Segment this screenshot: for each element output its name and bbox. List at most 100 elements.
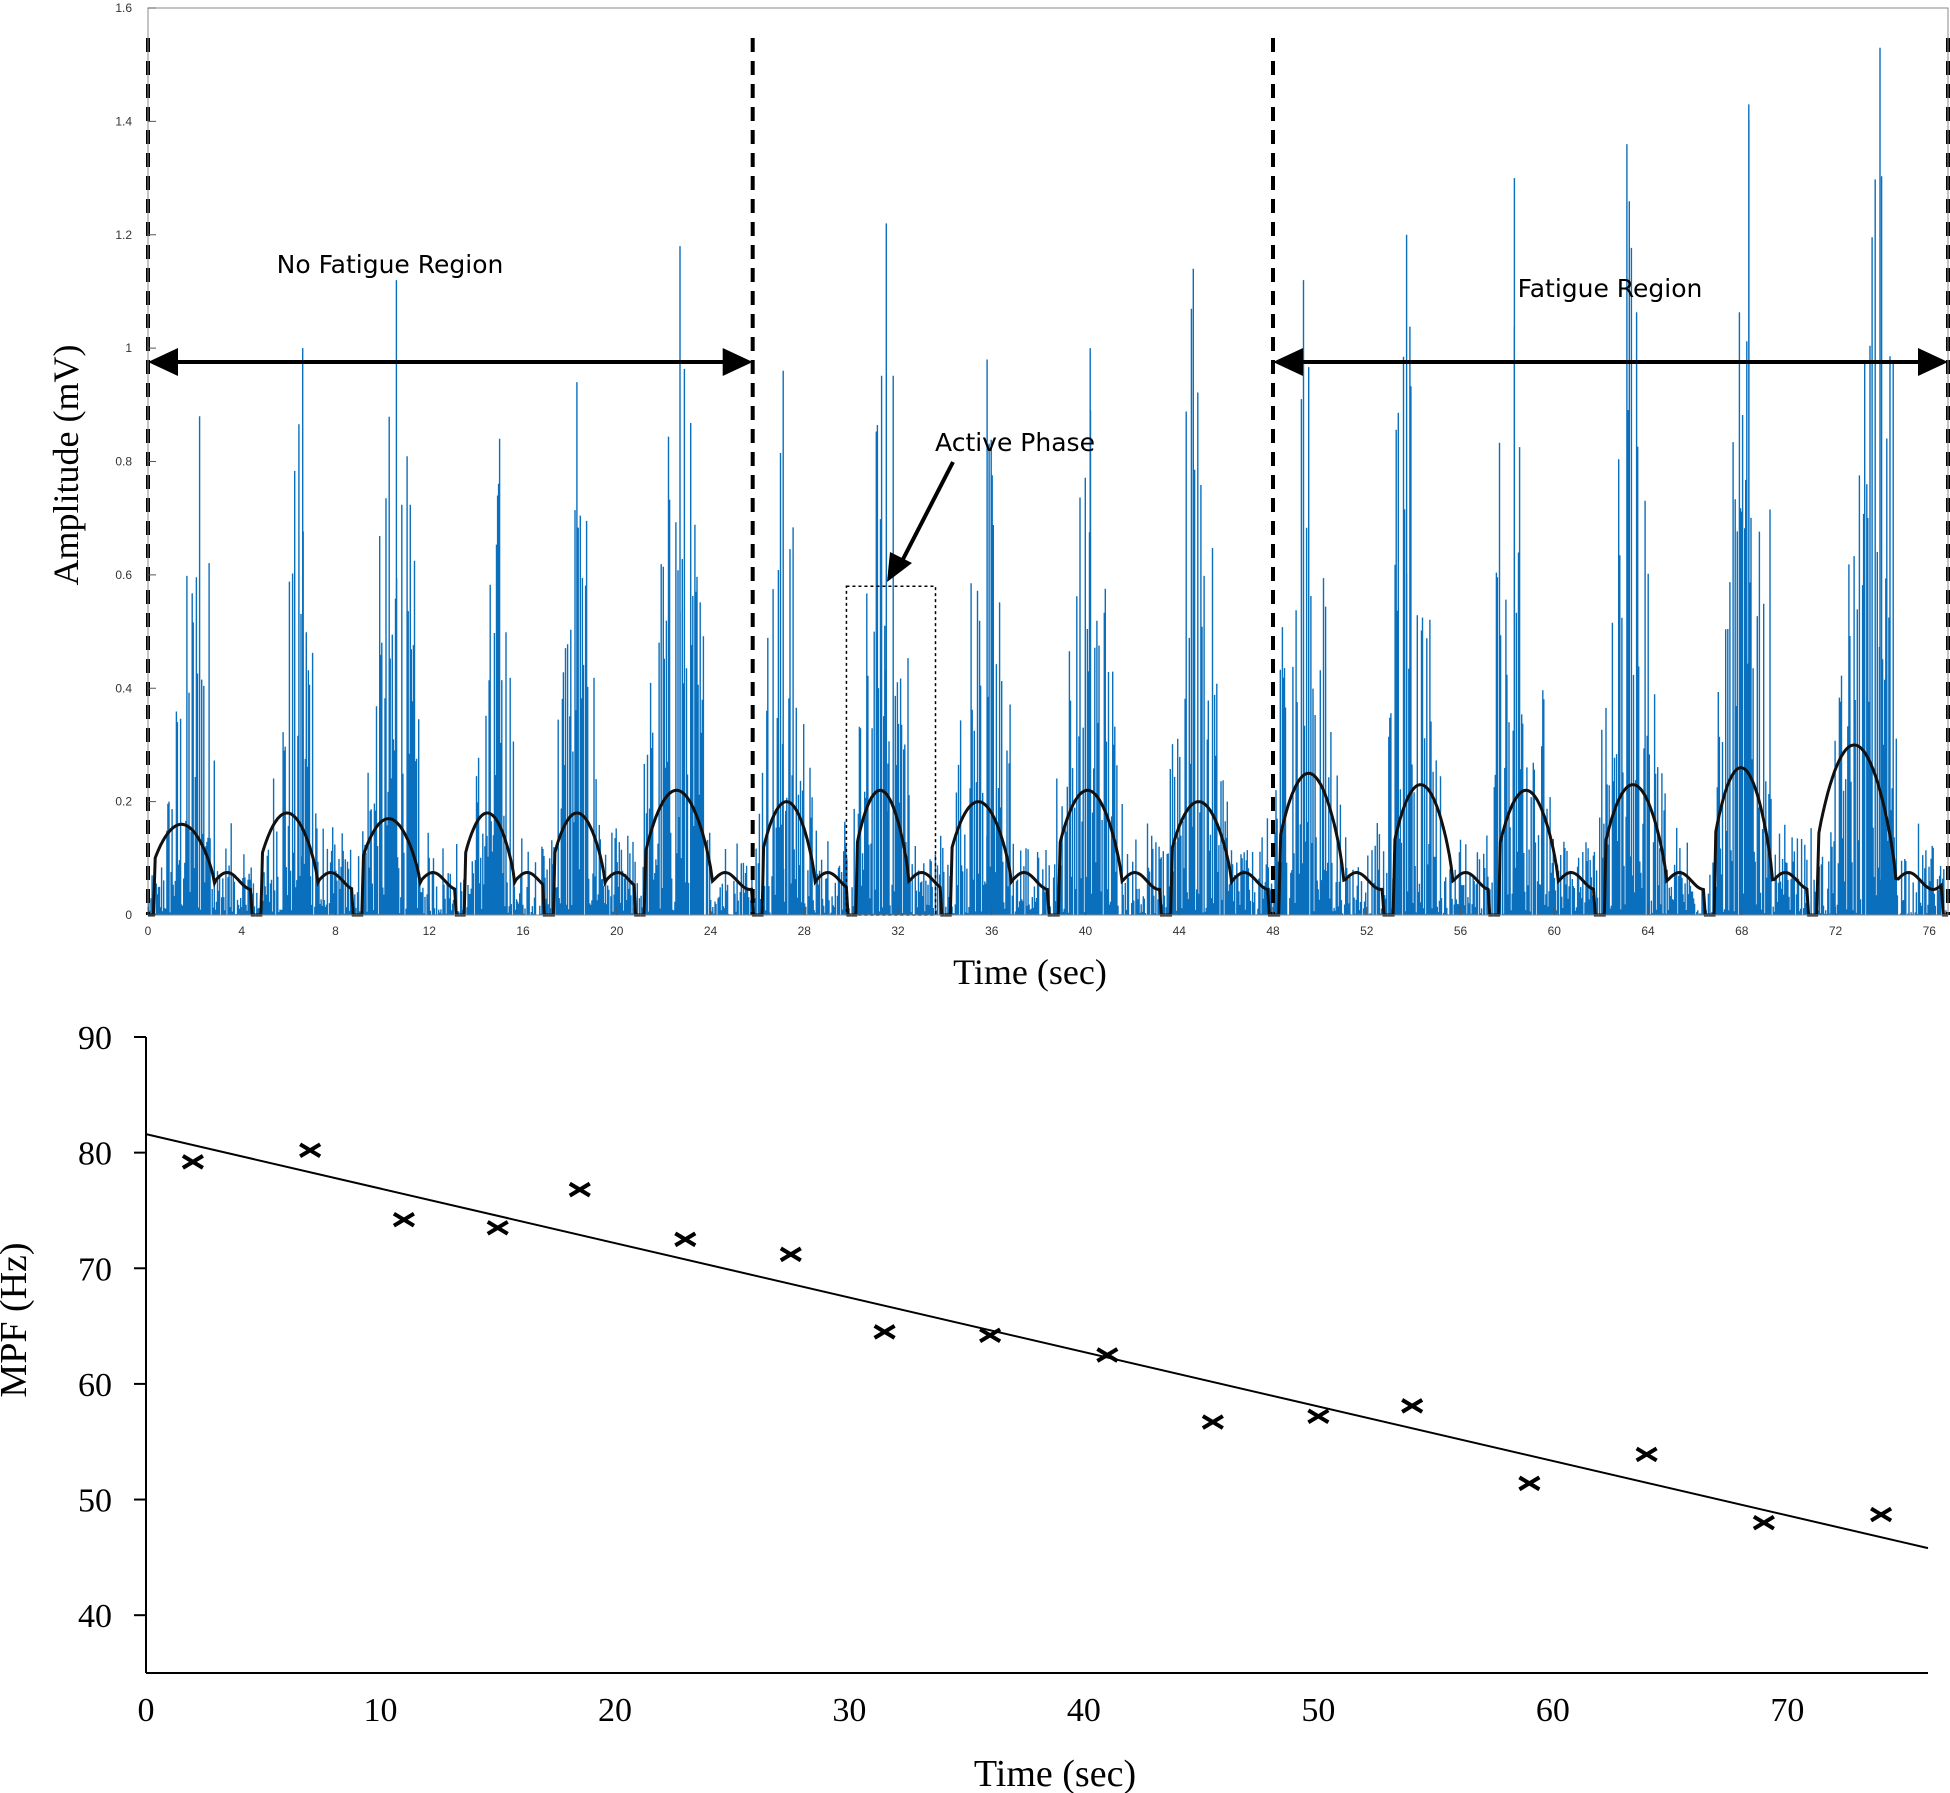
data-point (1307, 1408, 1330, 1425)
emg-envelopes (148, 743, 1948, 917)
arrow-head-right (1918, 348, 1948, 376)
mpf-y-tick-label: 40 (78, 1598, 112, 1635)
data-point (1401, 1398, 1424, 1414)
mpf-y-tick-label: 70 (78, 1251, 112, 1288)
mpf-x-tick-label: 0 (138, 1692, 155, 1729)
mpf-axes: 40 50 60 70 80 90 0 10 20 30 40 50 60 70 (78, 1020, 1928, 1729)
emg-x-tick-label: 12 (423, 924, 437, 938)
envelope-11 (1165, 800, 1273, 917)
fatigue-arrow (1273, 348, 1948, 376)
emg-y-axis-label: Amplitude (mV) (46, 345, 86, 586)
data-point-stroke (1201, 1414, 1224, 1430)
emg-x-tick-label: 68 (1735, 924, 1749, 938)
emg-x-tick-label: 40 (1079, 924, 1093, 938)
emg-y-tick-label: 1.6 (115, 1, 132, 15)
emg-x-tick-label: 52 (1360, 924, 1374, 938)
emg-x-tick-label: 32 (891, 924, 905, 938)
mpf-x-tick-label: 10 (363, 1692, 397, 1729)
data-point-stroke (1752, 1514, 1775, 1531)
emg-x-tick-label: 60 (1548, 924, 1562, 938)
emg-burst-2 (256, 348, 357, 915)
data-point-stroke (1870, 1506, 1893, 1523)
data-point (1752, 1514, 1775, 1531)
mpf-y-tick-label: 50 (78, 1483, 112, 1520)
emg-burst-16 (1709, 104, 1812, 915)
mpf-x-tick-label: 40 (1067, 1692, 1101, 1729)
data-point (1201, 1414, 1224, 1430)
emg-y-tick-label: 0.6 (115, 568, 132, 582)
emg-burst-12 (1273, 280, 1388, 915)
envelope-9 (944, 800, 1053, 917)
emg-y-tick-label: 1.2 (115, 228, 132, 242)
emg-signal (148, 47, 1948, 915)
emg-x-tick-label: 76 (1923, 924, 1937, 938)
envelope-16 (1708, 766, 1813, 917)
data-point (1635, 1446, 1658, 1463)
data-point-stroke (568, 1181, 591, 1198)
data-point (1096, 1347, 1119, 1363)
data-point (779, 1246, 802, 1263)
data-point (392, 1211, 415, 1228)
emg-burst-14 (1493, 178, 1599, 915)
emg-x-tick-label: 8 (332, 924, 339, 938)
data-point-stroke (299, 1142, 322, 1159)
mpf-marks (145, 1133, 1929, 1550)
data-point (568, 1181, 591, 1198)
mpf-y-axis-label: MPF (Hz) (0, 1242, 35, 1397)
mpf-y-tick-label: 60 (78, 1367, 112, 1404)
mpf-x-tick-label: 30 (832, 1692, 866, 1729)
arrow-head-right (722, 348, 753, 376)
arrow-head-left (1273, 348, 1303, 376)
envelope-6 (640, 788, 758, 917)
emg-x-tick-label: 0 (145, 924, 152, 938)
mpf-chart: 40 50 60 70 80 90 0 10 20 30 40 50 60 70 Time (sec) M… (0, 1020, 1929, 1793)
emg-axes: 0 4 8 12 16 20 24 28 32 36 40 44 48 52 56 60 64 68 72 7600.… (115, 1, 1949, 938)
envelope-10 (1052, 788, 1166, 917)
mpf-y-tick-label: 80 (78, 1136, 112, 1173)
emg-x-axis-label: Time (sec) (953, 952, 1107, 992)
emg-burst-15 (1599, 144, 1710, 915)
data-point-stroke (1635, 1446, 1658, 1463)
emg-x-tick-label: 4 (238, 924, 245, 938)
emg-burst-13 (1388, 234, 1493, 915)
emg-x-tick-label: 44 (1173, 924, 1187, 938)
envelope-3 (356, 817, 460, 917)
data-point-stroke (1518, 1475, 1541, 1492)
emg-x-tick-label: 20 (610, 924, 624, 938)
emg-y-tick-label: 0 (125, 908, 132, 922)
data-point-stroke (1307, 1408, 1330, 1425)
data-point (299, 1142, 322, 1159)
envelope-14 (1493, 788, 1599, 917)
envelope-7 (757, 800, 852, 917)
emg-y-tick-label: 1.4 (115, 114, 132, 128)
mpf-x-axis-label: Time (sec) (974, 1753, 1136, 1793)
emg-x-tick-label: 56 (1454, 924, 1468, 938)
envelope-5 (548, 811, 641, 917)
emg-burst-17 (1812, 47, 1948, 915)
emg-x-tick-label: 16 (516, 924, 530, 938)
data-point-stroke (979, 1327, 1002, 1344)
emg-x-tick-label: 72 (1829, 924, 1843, 938)
data-point (873, 1324, 896, 1340)
data-point-stroke (392, 1211, 415, 1228)
mpf-x-tick-label: 20 (598, 1692, 632, 1729)
envelope-13 (1387, 783, 1494, 917)
trend-line (145, 1133, 1929, 1550)
envelope-8 (851, 788, 945, 917)
emg-y-tick-label: 0.4 (115, 681, 132, 695)
data-point (979, 1327, 1002, 1344)
envelope-1 (148, 822, 256, 917)
envelope-17 (1812, 743, 1948, 917)
envelope-2 (255, 811, 357, 917)
emg-x-tick-label: 24 (704, 924, 718, 938)
mpf-x-tick-label: 60 (1536, 1692, 1570, 1729)
emg-burst-4 (460, 438, 549, 915)
envelope-12 (1273, 771, 1388, 917)
emg-y-tick-label: 0.8 (115, 455, 132, 469)
data-point (1518, 1475, 1541, 1492)
no-fatigue-arrow (148, 348, 753, 376)
no-fatigue-label: No Fatigue Region (277, 250, 504, 279)
emg-y-tick-label: 0.2 (115, 795, 132, 809)
data-point-stroke (181, 1154, 204, 1170)
